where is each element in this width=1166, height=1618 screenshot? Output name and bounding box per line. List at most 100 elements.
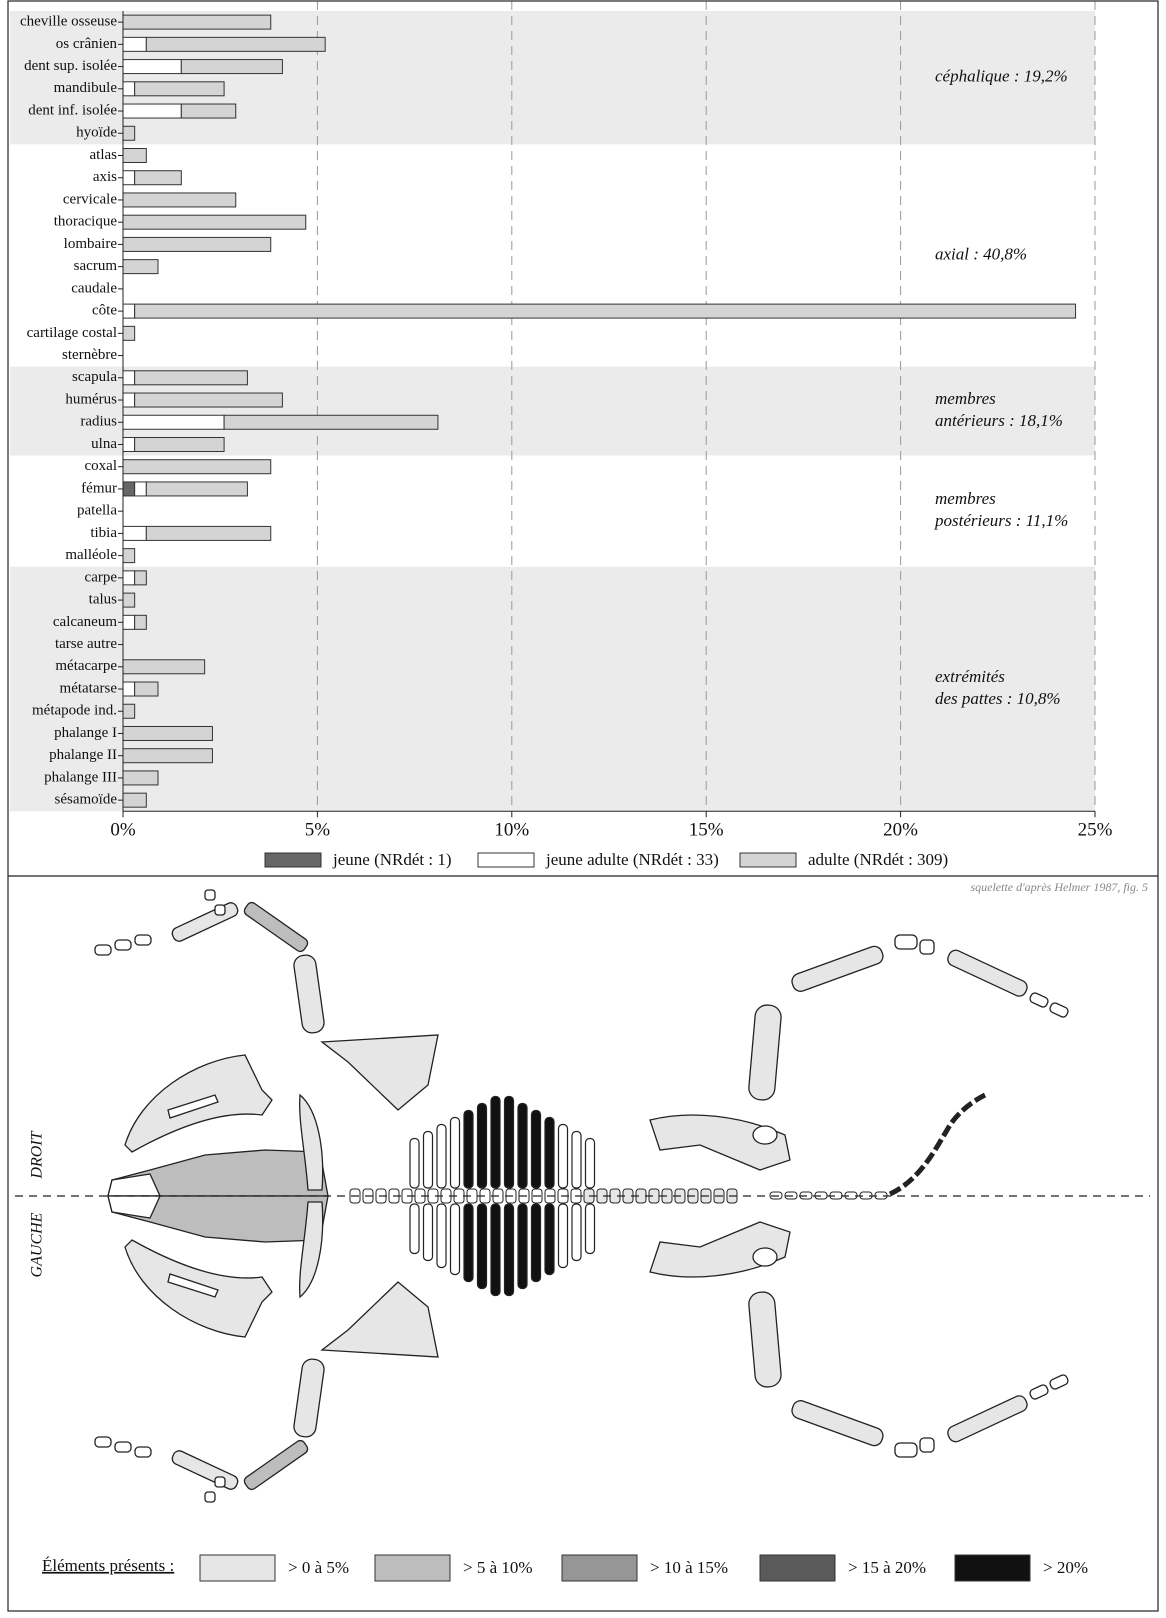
teeth (167, 1094, 219, 1119)
legend-swatch (264, 852, 322, 868)
ribcage (409, 1095, 596, 1189)
group-label: céphalique : 19,2% (935, 67, 1068, 86)
humerus (293, 954, 325, 1034)
category-label: humérus (65, 391, 117, 407)
category-label: atlas (90, 147, 118, 163)
legend-swatch (739, 852, 797, 868)
legend-label: > 5 à 10% (463, 1558, 533, 1577)
category-label: tibia (90, 525, 117, 541)
category-label: métapode ind. (32, 703, 117, 719)
legend-label: > 20% (1043, 1558, 1088, 1577)
bar-segment (223, 414, 439, 430)
rib (584, 1137, 596, 1189)
category-label: calcaneum (53, 614, 117, 630)
bar-segment (122, 614, 136, 630)
bar-segment (134, 303, 1077, 319)
muzzle (107, 1173, 162, 1197)
legend-swatch (954, 1554, 1031, 1582)
bar-segment (145, 36, 326, 52)
metatarsal (947, 949, 1028, 997)
rib (409, 1137, 420, 1189)
group-band (10, 11, 1095, 145)
rib (476, 1102, 488, 1189)
skeleton-left-half (94, 1195, 1070, 1503)
bar-segment (122, 681, 136, 697)
acetabulum (752, 1125, 778, 1145)
rib (422, 1130, 434, 1189)
bar-segment (134, 81, 225, 97)
skull (107, 1149, 329, 1197)
tarsal (894, 934, 918, 950)
x-tick-label: 10% (494, 820, 529, 841)
category-label: ulna (91, 436, 117, 452)
bar-segment (134, 436, 225, 452)
group-label: des pattes : 10,8% (935, 689, 1061, 708)
bar-segment (145, 525, 272, 541)
category-label: fémur (81, 480, 117, 496)
bar-segment (122, 481, 136, 497)
x-tick-label: 15% (689, 820, 724, 841)
category-label: malléole (65, 547, 117, 563)
legend-swatch (199, 1554, 276, 1582)
bar-segment (122, 770, 159, 786)
bar-segment (122, 36, 147, 52)
bar-segment (122, 259, 159, 275)
bar-segment (134, 481, 147, 497)
bar-segment (122, 570, 136, 586)
group-label: membres (935, 489, 996, 508)
category-label: tarse autre (55, 636, 117, 652)
category-label: cervicale (63, 191, 117, 207)
bar-segment (122, 725, 213, 741)
bar-segment (134, 614, 147, 630)
group-label: axial : 40,8% (935, 244, 1027, 263)
legend-label: adulte (NRdét : 309) (808, 850, 948, 869)
phalanx (114, 939, 132, 951)
carpal (204, 889, 216, 901)
skeleton-diagram: squelette d'après Helmer 1987, fig. 5 (15, 880, 1150, 1582)
bar-segment (122, 548, 136, 564)
legend-swatch (759, 1554, 836, 1582)
bar-segment (122, 459, 272, 475)
category-label: phalange I (54, 725, 117, 741)
category-label: hyoïde (76, 125, 117, 141)
legend-label: > 10 à 15% (650, 1558, 728, 1577)
category-label: phalange II (49, 747, 117, 763)
legend-swatch (477, 852, 535, 868)
bar-segment (122, 325, 136, 341)
radius (243, 901, 309, 953)
phalanx (134, 934, 152, 946)
pelvis (649, 1114, 791, 1171)
bar-segment (134, 170, 182, 186)
bar-segment (122, 525, 147, 541)
x-tick-label: 0% (110, 820, 136, 841)
category-label: cheville osseuse (20, 14, 117, 30)
metacarpal (171, 902, 239, 942)
side-label: GAUCHE (29, 1212, 46, 1277)
bar-chart: céphalique : 19,2% axial : 40,8% membres an… (10, 1, 1113, 869)
category-label: caudale (71, 280, 117, 296)
bar-segment (122, 170, 136, 186)
legend-label: > 0 à 5% (288, 1558, 349, 1577)
bar-segment (122, 370, 136, 386)
category-label: dent inf. isolée (28, 102, 117, 118)
category-label: talus (89, 592, 117, 608)
frame (7, 0, 1159, 1612)
rib (503, 1095, 515, 1189)
rib (463, 1109, 474, 1189)
bar-segment (134, 392, 283, 408)
bar-segment (122, 792, 147, 808)
x-tick-label: 20% (883, 820, 918, 841)
rib (557, 1123, 569, 1189)
legend-swatch (374, 1554, 451, 1582)
bar-segment (122, 414, 225, 430)
side-label: DROIT (29, 1130, 46, 1179)
femur (748, 1004, 782, 1101)
rib (544, 1116, 555, 1189)
horn-core (299, 1093, 324, 1191)
category-label: axis (93, 169, 117, 185)
bar-segment (122, 303, 136, 319)
bar-segment (134, 681, 159, 697)
category-label: phalange III (44, 769, 117, 785)
category-label: sacrum (74, 258, 118, 274)
category-label: patella (77, 503, 117, 519)
